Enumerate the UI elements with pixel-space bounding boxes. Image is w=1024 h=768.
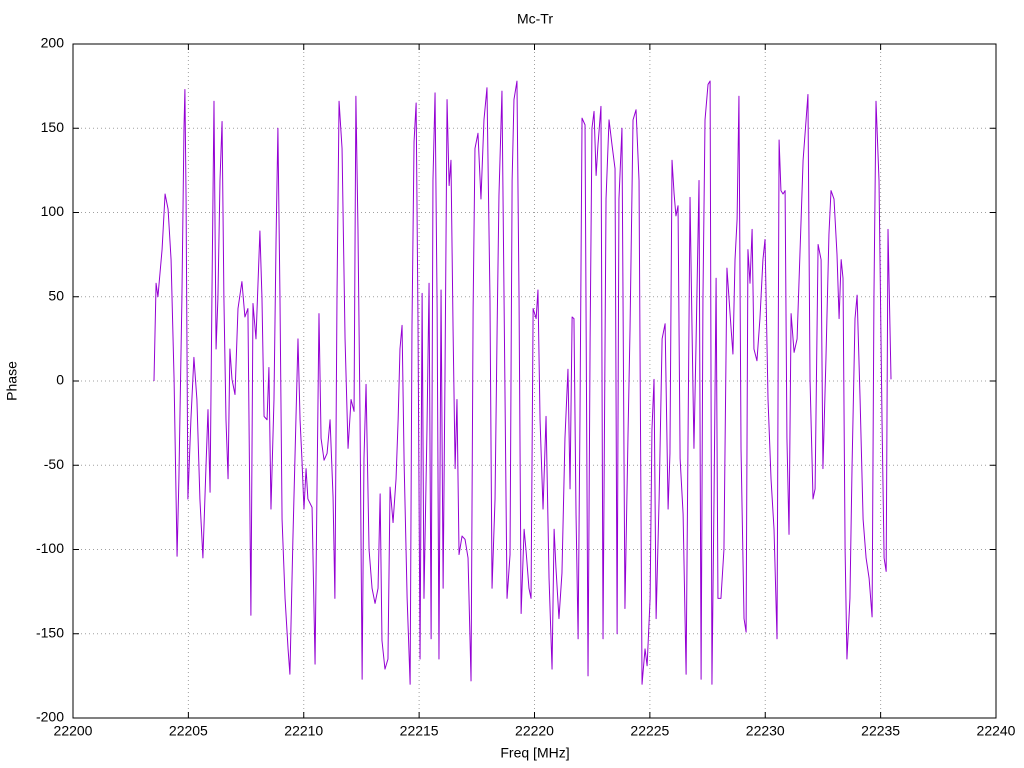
y-tick-label: -200 [36, 709, 64, 725]
y-tick-label: 100 [41, 203, 65, 219]
chart-title: Mc-Tr [517, 11, 553, 27]
x-tick-label: 22215 [400, 723, 439, 739]
x-tick-label: 22220 [515, 723, 554, 739]
x-tick-label: 22240 [977, 723, 1016, 739]
x-tick-label: 22230 [746, 723, 785, 739]
data-line [153, 80, 892, 685]
y-tick-label: 50 [48, 287, 64, 303]
y-tick-label: -50 [44, 456, 64, 472]
x-tick-label: 22235 [861, 723, 900, 739]
x-tick-label: 22210 [284, 723, 323, 739]
x-tick-label: 22205 [169, 723, 208, 739]
y-tick-label: 0 [56, 372, 64, 388]
y-tick-label: 150 [41, 119, 65, 135]
y-tick-label: -150 [36, 624, 64, 640]
x-tick-label: 22225 [630, 723, 669, 739]
x-tick-label: 22200 [54, 723, 93, 739]
y-tick-label: -100 [36, 540, 64, 556]
plot-border [72, 43, 997, 719]
y-axis-label: Phase [4, 361, 20, 401]
x-axis-label: Freq [MHz] [500, 745, 569, 761]
y-tick-label: 200 [41, 35, 65, 51]
